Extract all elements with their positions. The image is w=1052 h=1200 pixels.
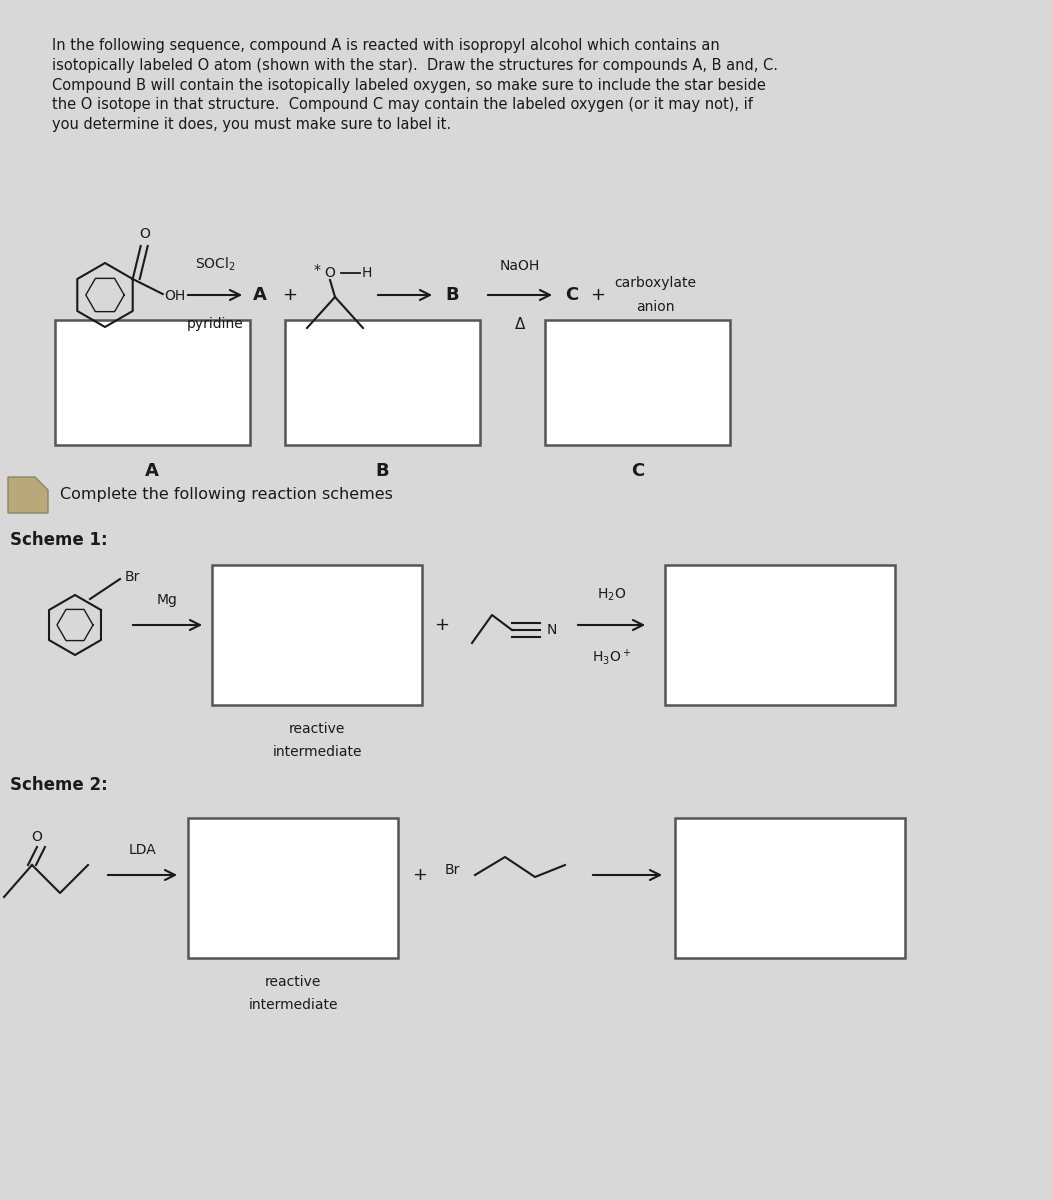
Text: H$_2$O: H$_2$O <box>598 587 627 602</box>
Text: NaOH: NaOH <box>500 259 540 272</box>
Text: LDA: LDA <box>128 842 156 857</box>
Text: B: B <box>445 286 459 304</box>
Text: C: C <box>565 286 579 304</box>
Bar <box>665 565 895 704</box>
Text: Mg: Mg <box>157 593 178 607</box>
Bar <box>213 565 422 704</box>
Text: N: N <box>547 623 558 637</box>
Text: Complete the following reaction schemes: Complete the following reaction schemes <box>60 487 392 503</box>
Bar <box>675 818 905 958</box>
Text: O: O <box>139 227 150 241</box>
Text: H$_3$O$^+$: H$_3$O$^+$ <box>592 647 631 667</box>
Text: *: * <box>313 263 321 277</box>
Bar <box>55 320 250 445</box>
Text: In the following sequence, compound A is reacted with isopropyl alcohol which co: In the following sequence, compound A is… <box>52 38 778 132</box>
Text: +: + <box>590 286 606 304</box>
Text: carboxylate: carboxylate <box>614 276 696 290</box>
Text: B: B <box>376 462 389 480</box>
Text: O: O <box>32 830 42 844</box>
Text: intermediate: intermediate <box>272 745 362 758</box>
Bar <box>545 320 730 445</box>
Text: Br: Br <box>124 570 140 584</box>
Text: intermediate: intermediate <box>248 998 338 1012</box>
Text: Scheme 2:: Scheme 2: <box>11 776 107 794</box>
Polygon shape <box>8 476 48 514</box>
Text: reactive: reactive <box>289 722 345 736</box>
Text: Δ: Δ <box>514 317 525 332</box>
Text: +: + <box>434 616 449 634</box>
Text: pyridine: pyridine <box>186 317 243 331</box>
Text: C: C <box>631 462 645 480</box>
Text: Br: Br <box>444 863 460 877</box>
Text: A: A <box>145 462 159 480</box>
Text: reactive: reactive <box>265 974 321 989</box>
Text: H: H <box>362 266 372 280</box>
Text: A: A <box>254 286 267 304</box>
Text: SOCl$_2$: SOCl$_2$ <box>195 256 236 272</box>
Text: +: + <box>283 286 298 304</box>
Text: anion: anion <box>635 300 674 314</box>
Bar <box>285 320 480 445</box>
Bar <box>188 818 398 958</box>
Text: +: + <box>412 866 427 884</box>
Text: OH: OH <box>164 289 185 302</box>
Text: O: O <box>325 266 336 280</box>
Text: Scheme 1:: Scheme 1: <box>11 530 107 550</box>
